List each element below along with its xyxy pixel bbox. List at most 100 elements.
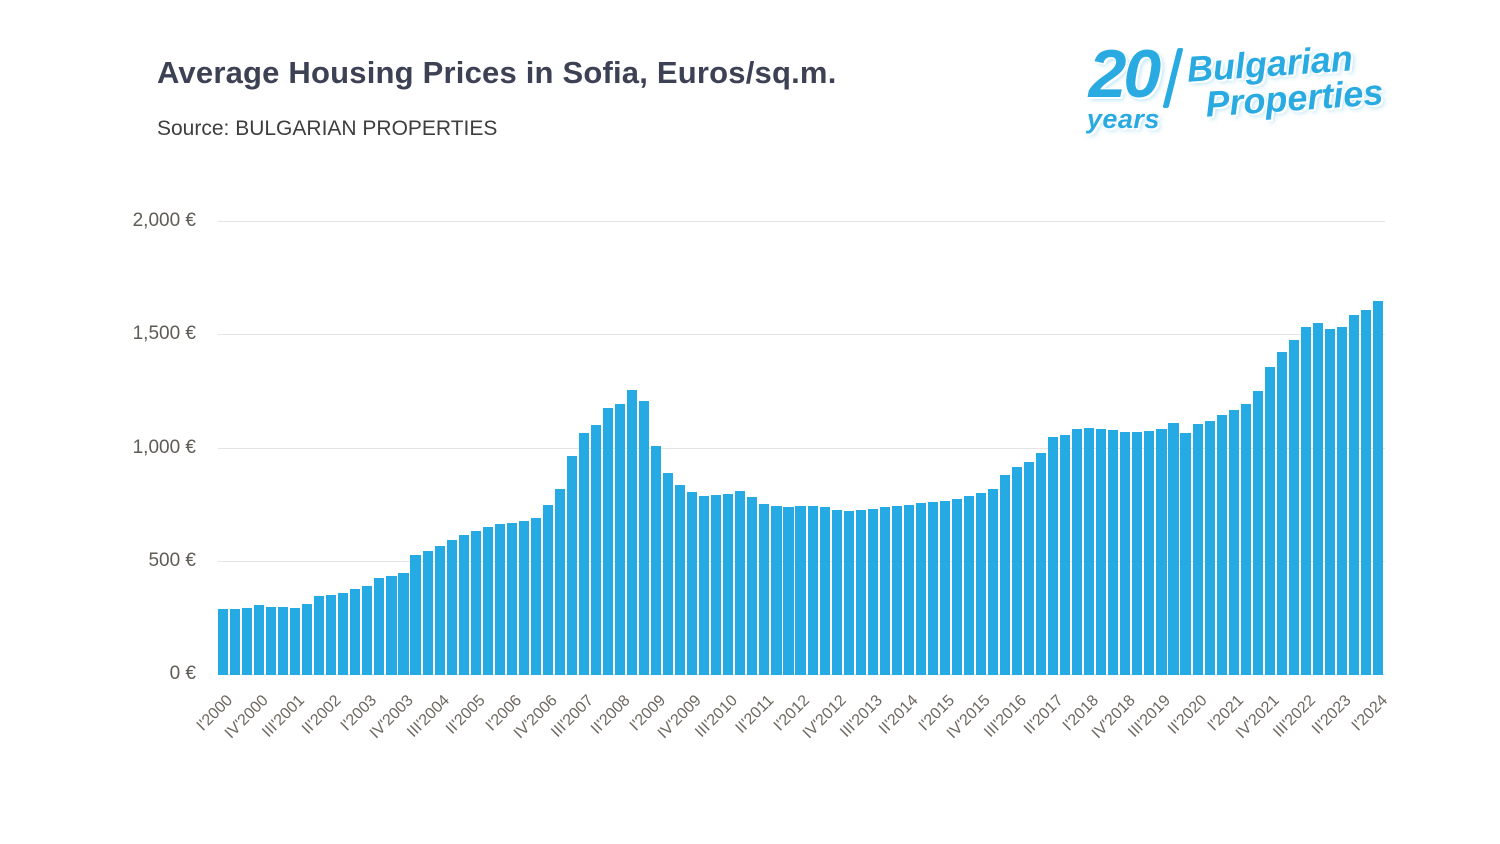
bar-IV'2006 bbox=[542, 505, 553, 675]
bar-I'2014 bbox=[891, 505, 902, 675]
bar-III'2011 bbox=[771, 505, 782, 675]
bar-III'2021 bbox=[1252, 391, 1263, 675]
bar-I'2004 bbox=[410, 555, 421, 675]
bar-II'2010 bbox=[711, 494, 722, 675]
bar-IV'2016 bbox=[1024, 461, 1035, 675]
x-tick-label: II'2008 bbox=[587, 692, 634, 738]
bar-III'2015 bbox=[963, 496, 974, 675]
bar-II'2005 bbox=[470, 530, 481, 675]
bar-III'2003 bbox=[386, 575, 397, 675]
bar-IV'2000 bbox=[254, 604, 265, 675]
bar-I'2009 bbox=[651, 446, 662, 675]
page-title: Average Housing Prices in Sofia, Euros/s… bbox=[157, 55, 837, 90]
plot-area bbox=[218, 221, 1385, 675]
bar-II'2012 bbox=[807, 505, 818, 675]
bar-III'2004 bbox=[434, 546, 445, 675]
bar-IV'2002 bbox=[350, 589, 361, 675]
bar-IV'2018 bbox=[1120, 431, 1131, 675]
bar-II'2018 bbox=[1096, 429, 1107, 675]
bar-III'2016 bbox=[1012, 466, 1023, 675]
x-tick-label: I'2024 bbox=[1348, 692, 1392, 735]
x-tick-label: II'2020 bbox=[1164, 692, 1211, 738]
bar-IV'2013 bbox=[879, 506, 890, 675]
bar-II'2019 bbox=[1144, 430, 1155, 675]
bar-I'2001 bbox=[266, 606, 277, 675]
bar-IV'2022 bbox=[1312, 323, 1323, 675]
bar-IV'2017 bbox=[1072, 428, 1083, 675]
bar-III'2023 bbox=[1348, 315, 1359, 675]
bar-II'2013 bbox=[855, 510, 866, 675]
bar-I'2017 bbox=[1036, 453, 1047, 675]
gridline bbox=[218, 334, 1385, 336]
bar-IV'2007 bbox=[590, 424, 602, 675]
bar-III'2019 bbox=[1156, 429, 1167, 675]
bar-IV'2001 bbox=[302, 604, 313, 675]
bar-IV'2011 bbox=[783, 506, 794, 675]
bar-II'2015 bbox=[951, 499, 962, 675]
bar-III'2001 bbox=[290, 607, 301, 675]
bar-IV'2015 bbox=[975, 493, 987, 675]
chart-header: Average Housing Prices in Sofia, Euros/s… bbox=[157, 55, 837, 141]
y-tick-label: 500 € bbox=[148, 549, 196, 571]
bar-I'2008 bbox=[602, 407, 614, 675]
bar-II'2017 bbox=[1048, 437, 1059, 675]
bar-I'2022 bbox=[1276, 351, 1287, 675]
bar-IV'2005 bbox=[494, 524, 505, 675]
bar-II'2021 bbox=[1240, 403, 1251, 675]
bar-II'2022 bbox=[1288, 340, 1299, 675]
bar-II'2009 bbox=[663, 473, 674, 675]
y-axis: 0 € 500 € 1,000 € 1,500 € 2,000 € bbox=[40, 210, 208, 684]
x-axis: I'2000 IV'2000 III'2001 II'2002 I'2003 IV'200… bbox=[194, 682, 1391, 802]
y-tick-label: 1,000 € bbox=[132, 436, 196, 458]
bar-I'2010 bbox=[699, 496, 710, 675]
y-tick-label: 1,500 € bbox=[132, 323, 196, 345]
bar-I'2021 bbox=[1228, 410, 1239, 675]
logo-number: 20 bbox=[1088, 36, 1162, 112]
x-tick-label: II'2017 bbox=[1020, 692, 1067, 738]
bar-I'2023 bbox=[1324, 328, 1335, 675]
bar-I'2020 bbox=[1180, 433, 1191, 675]
bar-II'2007 bbox=[566, 456, 577, 675]
bar-IV'2012 bbox=[831, 510, 842, 675]
bar-I'2016 bbox=[987, 489, 999, 675]
bulgarian-properties-logo: 20 years Bulgarian Properties bbox=[1087, 36, 1385, 135]
bar-II'2011 bbox=[759, 504, 770, 675]
bar-IV'2004 bbox=[446, 539, 457, 675]
logo-slash-divider bbox=[1162, 48, 1184, 108]
bar-II'2023 bbox=[1336, 326, 1347, 675]
bar-III'2014 bbox=[915, 503, 926, 675]
bar-III'2022 bbox=[1300, 326, 1311, 675]
bar-IV'2019 bbox=[1168, 423, 1179, 675]
bar-IV'2003 bbox=[398, 572, 409, 675]
bar-III'2002 bbox=[338, 593, 349, 675]
bar-II'2014 bbox=[903, 504, 914, 675]
bar-IV'2014 bbox=[927, 502, 938, 675]
bar-IV'2010 bbox=[735, 491, 746, 675]
bar-I'2013 bbox=[843, 511, 854, 675]
bar-III'2010 bbox=[723, 493, 734, 675]
bar-III'2013 bbox=[867, 508, 878, 675]
bar-IV'2008 bbox=[639, 400, 650, 675]
x-tick-label: II'2023 bbox=[1309, 692, 1355, 738]
bar-II'2004 bbox=[422, 550, 433, 675]
bar-III'2006 bbox=[530, 518, 541, 675]
gridline bbox=[218, 221, 1385, 222]
bar-III'2017 bbox=[1060, 435, 1071, 675]
bar-I'2015 bbox=[939, 501, 950, 675]
bar-I'2000 bbox=[218, 609, 229, 675]
bar-IV'2021 bbox=[1264, 367, 1275, 675]
y-tick-label: 0 € bbox=[169, 663, 196, 684]
bar-I'2005 bbox=[458, 535, 469, 675]
bar-III'2018 bbox=[1108, 430, 1119, 675]
bar-II'2001 bbox=[278, 607, 289, 675]
bar-I'2012 bbox=[795, 506, 806, 675]
bar-I'2024 bbox=[1372, 301, 1384, 675]
bar-I'2019 bbox=[1132, 432, 1143, 675]
bar-II'2000 bbox=[230, 608, 241, 675]
bar-IV'2020 bbox=[1216, 414, 1227, 675]
bar-I'2002 bbox=[314, 596, 325, 675]
bar-II'2020 bbox=[1192, 424, 1203, 675]
bar-IV'2009 bbox=[687, 492, 698, 675]
bar-I'2018 bbox=[1084, 428, 1095, 675]
bars bbox=[218, 222, 1385, 675]
